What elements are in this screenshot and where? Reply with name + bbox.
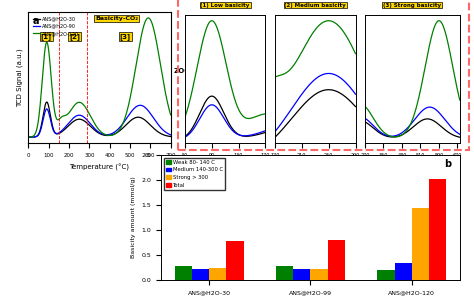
Bar [209,268,227,280]
Text: Basicity-CO₂: Basicity-CO₂ [95,16,138,21]
ANS@H2O-90 [95,129,100,133]
ANS@H2O-30 [164,134,169,138]
ANS@H2O-90 [137,103,143,107]
ANS@H2O-120 [33,131,38,134]
Text: [1]: [1] [41,33,52,40]
Bar [227,241,244,280]
Text: b: b [444,159,451,169]
Text: [2]: [2] [69,33,80,40]
Bar [377,270,394,280]
ANS@H2O-120 [26,135,31,139]
Bar [293,268,310,280]
Text: ZOOM: ZOOM [173,68,198,74]
Bar [328,240,345,280]
ANS@H2O-120 [168,113,173,117]
ANS@H2O-30 [95,131,100,134]
ANS@H2O-90 [168,133,173,137]
ANS@H2O-90 [137,103,143,107]
Title: (1) Low basicity: (1) Low basicity [201,3,250,7]
ANS@H2O-90 [91,126,97,130]
ANS@H2O-120 [164,96,169,100]
X-axis label: Temperature (°C): Temperature (°C) [70,163,129,170]
Bar [175,266,192,280]
Line: ANS@H2O-90: ANS@H2O-90 [28,105,171,137]
Bar [429,179,446,280]
ANS@H2O-90 [164,131,169,135]
ANS@H2O-120 [137,39,143,42]
Legend: Weak 80- 140 C, Medium 140-300 C, Strong > 300, Total: Weak 80- 140 C, Medium 140-300 C, Strong… [164,158,225,190]
Text: [3]: [3] [120,33,131,40]
ANS@H2O-90 [26,135,31,139]
ANS@H2O-90 [33,135,38,139]
ANS@H2O-120 [95,126,100,130]
Y-axis label: Basicity amount (mmol/g): Basicity amount (mmol/g) [131,177,136,258]
Bar [412,207,429,280]
ANS@H2O-120 [91,120,97,124]
Title: (3) Strong basicity: (3) Strong basicity [383,3,441,7]
Y-axis label: TCD Signal (a.u.): TCD Signal (a.u.) [17,48,23,107]
ANS@H2O-30 [168,135,173,138]
ANS@H2O-30 [26,135,31,139]
ANS@H2O-120 [146,16,151,20]
Bar [276,266,293,280]
Bar [192,269,209,280]
X-axis label: Temperature (°C): Temperature (°C) [292,163,339,168]
ANS@H2O-30 [164,134,169,138]
ANS@H2O-90 [164,131,169,134]
X-axis label: Temperature (°C): Temperature (°C) [201,163,249,168]
Bar [394,263,412,280]
Line: ANS@H2O-30: ANS@H2O-30 [28,102,171,137]
Legend: ANS@H2O-30, ANS@H2O-90, ANS@H2O-120: ANS@H2O-30, ANS@H2O-90, ANS@H2O-120 [31,14,81,38]
Title: (2) Medium basicity: (2) Medium basicity [284,3,346,7]
Line: ANS@H2O-120: ANS@H2O-120 [28,18,171,137]
Text: a: a [33,16,39,26]
ANS@H2O-120 [164,97,169,100]
ANS@H2O-30 [91,128,97,131]
ANS@H2O-30 [33,135,38,139]
Bar [310,269,328,280]
ANS@H2O-30 [44,100,50,104]
X-axis label: Temperature (°C): Temperature (°C) [389,163,436,168]
ANS@H2O-30 [137,116,143,119]
